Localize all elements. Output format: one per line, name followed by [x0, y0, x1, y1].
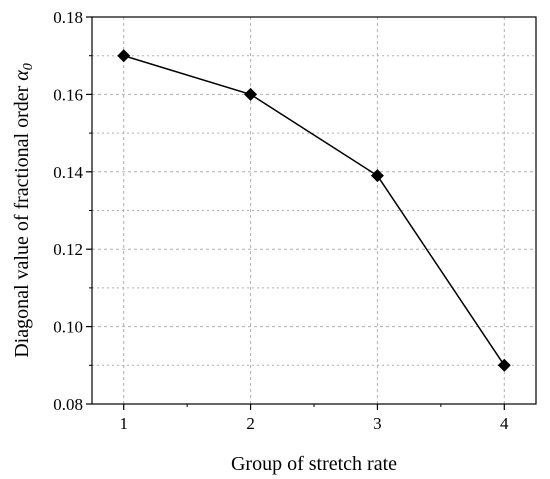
grid — [92, 17, 536, 404]
data-point-marker — [370, 169, 384, 183]
y-tick-label: 0.08 — [53, 395, 83, 414]
y-axis-title-symbol: α — [11, 70, 33, 81]
y-tick-label: 0.18 — [53, 8, 83, 27]
axis-ticks: 0.08 0.10 0.12 0.14 0.16 0.18 1 2 3 4 — [53, 8, 509, 433]
data-point-marker — [244, 87, 258, 101]
y-axis-title-text: Diagonal value of fractional order — [11, 81, 33, 358]
x-axis-title: Group of stretch rate — [231, 453, 397, 475]
series — [117, 49, 511, 372]
y-tick-label: 0.12 — [53, 240, 83, 259]
data-point-marker — [117, 49, 131, 63]
data-point-marker — [497, 358, 511, 372]
x-tick-label: 3 — [373, 414, 382, 433]
x-tick-label: 1 — [119, 414, 128, 433]
y-tick-label: 0.10 — [53, 318, 83, 337]
y-axis-title: Diagonal value of fractional order α0 — [11, 63, 36, 358]
x-tick-label: 2 — [246, 414, 255, 433]
series-line — [123, 54, 505, 366]
y-axis-title-subscript: 0 — [21, 63, 36, 70]
y-tick-label: 0.16 — [53, 85, 83, 104]
x-tick-label: 4 — [500, 414, 509, 433]
y-tick-label: 0.14 — [53, 163, 83, 182]
